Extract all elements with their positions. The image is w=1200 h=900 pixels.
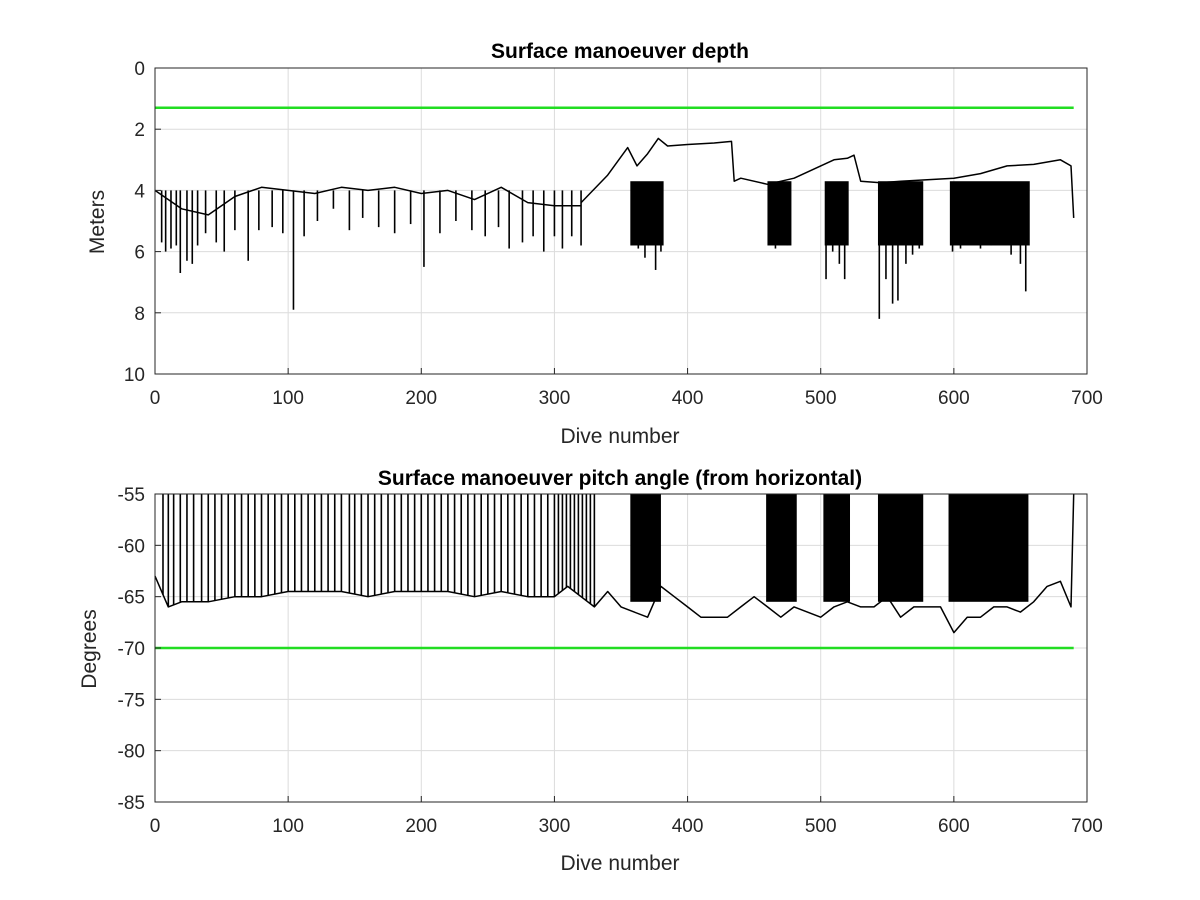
depth-chart-grid — [154, 67, 1088, 375]
y-tick-label: 4 — [134, 181, 145, 202]
y-tick-label: 2 — [134, 120, 145, 141]
dense-band — [948, 494, 1029, 602]
dense-band — [630, 181, 664, 246]
y-tick-label: -70 — [118, 639, 145, 660]
depth-series-line-a — [154, 186, 582, 216]
y-tick-label: -60 — [118, 536, 145, 557]
dense-band — [877, 494, 924, 602]
y-tick-label: -65 — [118, 588, 145, 609]
depth-series-line-b — [580, 137, 1075, 218]
x-tick-label: 700 — [1071, 388, 1103, 409]
y-tick-label: -75 — [118, 690, 145, 711]
y-tick-label: 0 — [134, 59, 145, 80]
pitch-chart: Surface manoeuver pitch angle (from hori… — [78, 467, 1103, 875]
x-tick-label: 300 — [539, 388, 571, 409]
depth-chart-x-ticks: 0 100 200 300 400 500 600 700 — [150, 368, 1103, 409]
depth-chart-y-ticks: 0 2 4 6 8 10 — [124, 59, 161, 386]
y-tick-label: 6 — [134, 243, 145, 264]
dense-band — [630, 494, 661, 602]
x-tick-label: 0 — [150, 816, 161, 837]
depth-chart-frame — [154, 67, 1088, 375]
x-tick-label: 500 — [805, 816, 837, 837]
pitch-chart-title: Surface manoeuver pitch angle (from hori… — [378, 467, 862, 490]
depth-chart-dense-bands — [630, 181, 1030, 246]
x-tick-label: 100 — [272, 816, 304, 837]
dense-band — [824, 181, 849, 246]
depth-chart-y-label: Meters — [86, 190, 109, 254]
dense-band — [823, 494, 851, 602]
depth-chart-spikes — [160, 190, 1027, 319]
dense-band — [877, 181, 924, 246]
y-tick-label: -85 — [118, 793, 145, 814]
x-tick-label: 0 — [150, 388, 161, 409]
dense-band — [766, 494, 797, 602]
depth-chart-title: Surface manoeuver depth — [491, 40, 749, 63]
y-tick-label: 8 — [134, 304, 145, 325]
pitch-series-baseline — [154, 493, 1075, 634]
x-tick-label: 400 — [672, 388, 704, 409]
depth-chart: Surface manoeuver depth 0 100 200 300 400 500… — [86, 40, 1103, 448]
pitch-chart-spikes — [162, 494, 596, 607]
x-tick-label: 200 — [405, 816, 437, 837]
pitch-chart-y-ticks: -55 -60 -65 -70 -75 -80 -85 — [118, 485, 161, 814]
dense-band — [767, 181, 792, 246]
pitch-chart-y-label: Degrees — [78, 609, 101, 688]
x-tick-label: 300 — [539, 816, 571, 837]
x-tick-label: 700 — [1071, 816, 1103, 837]
x-tick-label: 600 — [938, 388, 970, 409]
pitch-chart-dense-bands — [630, 494, 1029, 602]
y-tick-label: 10 — [124, 365, 145, 386]
x-tick-label: 100 — [272, 388, 304, 409]
depth-chart-x-label: Dive number — [560, 425, 679, 448]
x-tick-label: 400 — [672, 816, 704, 837]
pitch-chart-x-ticks: 0 100 200 300 400 500 600 700 — [150, 796, 1103, 837]
x-tick-label: 600 — [938, 816, 970, 837]
y-tick-label: -55 — [118, 485, 145, 506]
x-tick-label: 500 — [805, 388, 837, 409]
pitch-chart-x-label: Dive number — [560, 852, 679, 875]
x-tick-label: 200 — [405, 388, 437, 409]
y-tick-label: -80 — [118, 742, 145, 763]
dense-band — [949, 181, 1030, 246]
